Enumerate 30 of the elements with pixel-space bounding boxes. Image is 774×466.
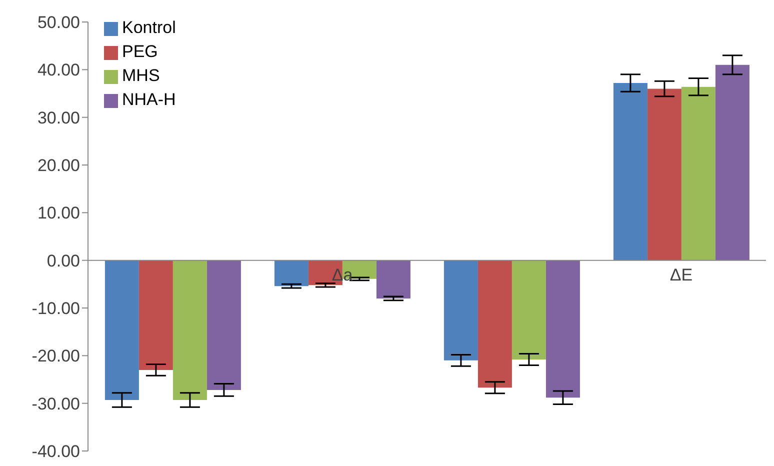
- bar: [444, 260, 478, 360]
- bar: [172, 260, 207, 400]
- y-tick-label: -30.00: [32, 394, 80, 414]
- x-tick-label: ΔE: [670, 265, 693, 284]
- y-tick-label: 0.00: [46, 251, 80, 270]
- bar: [613, 83, 648, 260]
- y-tick-label: 20.00: [37, 156, 80, 176]
- bar: [274, 260, 308, 286]
- bar: [512, 260, 546, 360]
- bar: [647, 88, 682, 260]
- bar: [104, 260, 139, 400]
- y-tick-label: -20.00: [32, 346, 80, 366]
- legend-label: PEG: [122, 42, 158, 61]
- bar: [138, 260, 173, 370]
- legend-label: NHA-H: [122, 90, 176, 109]
- y-tick-label: -40.00: [32, 442, 80, 462]
- y-tick-label: 40.00: [37, 60, 80, 80]
- y-tick-label: 50.00: [37, 13, 80, 32]
- bar: [206, 260, 241, 390]
- legend-label: MHS: [122, 66, 160, 85]
- bar: [376, 260, 410, 298]
- bar: [478, 260, 512, 388]
- bar: [715, 64, 750, 260]
- y-tick-label: 30.00: [37, 108, 80, 128]
- bar: [681, 86, 716, 260]
- bar: [546, 260, 580, 398]
- x-tick-label: Δa: [332, 265, 354, 284]
- y-tick-label: 10.00: [37, 204, 80, 223]
- legend-label: Kontrol: [122, 18, 176, 37]
- y-tick-label: -10.00: [32, 299, 80, 318]
